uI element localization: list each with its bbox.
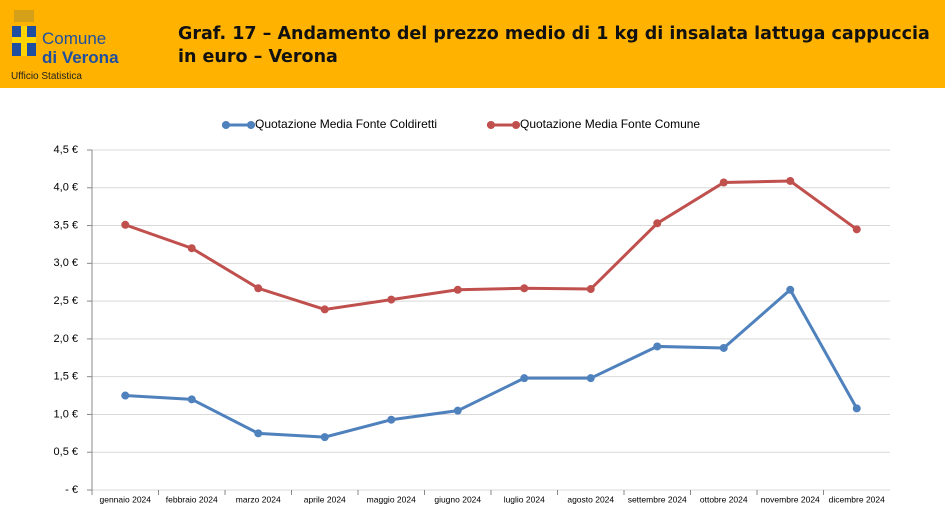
chart: - € 0,5 € 1,0 € 1,5 € 2,0 € 2,5 € 3,0 € 3,5 € 4,… xyxy=(54,117,890,504)
data-point xyxy=(786,176,795,185)
logo-text: Comune xyxy=(42,29,106,48)
series-line xyxy=(124,179,858,311)
data-point xyxy=(254,429,263,438)
x-tick-label: luglio 2024 xyxy=(504,494,545,504)
crown xyxy=(14,10,34,22)
y-tick-label: 4,5 € xyxy=(54,144,78,156)
y-tick-label: 3,5 € xyxy=(54,219,78,231)
x-tick-label: settembre 2024 xyxy=(628,494,687,504)
x-tick-label: maggio 2024 xyxy=(367,494,416,504)
x-tick-label: giugno 2024 xyxy=(434,494,481,504)
logo-subtext: Ufficio Statistica xyxy=(11,71,82,82)
data-point xyxy=(586,374,595,383)
x-tick-label: gennaio 2024 xyxy=(99,494,151,504)
data-point xyxy=(254,284,263,293)
header: Comune di Verona Ufficio Statistica Graf… xyxy=(0,0,945,88)
legend-label: Quotazione Media Fonte Comune xyxy=(520,117,700,131)
data-point xyxy=(852,225,861,234)
data-point xyxy=(187,244,196,253)
x-tick-label: ottobre 2024 xyxy=(700,494,748,504)
x-tick-label: dicembre 2024 xyxy=(829,494,886,504)
data-point xyxy=(320,305,329,314)
x-tick-label: aprile 2024 xyxy=(304,494,346,504)
data-point xyxy=(586,285,595,294)
y-tick-label: 1,5 € xyxy=(54,371,78,383)
data-point xyxy=(786,285,795,294)
legend-marker xyxy=(487,121,495,129)
data-point xyxy=(852,404,861,413)
y-tick-label: - € xyxy=(65,484,78,496)
series-line xyxy=(125,287,859,439)
data-point xyxy=(520,374,529,383)
y-tick-label: 1,0 € xyxy=(54,408,78,420)
logo: Comune di Verona Ufficio Statistica xyxy=(11,10,119,82)
legend-marker xyxy=(222,121,230,129)
y-tick-label: 3,0 € xyxy=(54,257,78,269)
data-point xyxy=(520,284,529,293)
data-point xyxy=(121,391,130,400)
cross-h xyxy=(12,37,36,43)
x-tick-label: novembre 2024 xyxy=(761,494,820,504)
legend-marker xyxy=(512,121,520,129)
data-point xyxy=(719,178,728,187)
data-point xyxy=(653,342,662,351)
y-tick-label: 2,0 € xyxy=(54,333,78,345)
data-point xyxy=(187,395,196,404)
x-tick-label: agosto 2024 xyxy=(567,494,614,504)
x-tick-label: febbraio 2024 xyxy=(166,494,218,504)
y-tick-label: 4,0 € xyxy=(54,182,78,194)
data-point xyxy=(453,406,462,415)
data-point xyxy=(653,219,662,228)
data-point xyxy=(387,295,396,304)
data-point xyxy=(121,220,130,229)
x-tick-label: marzo 2024 xyxy=(236,494,281,504)
y-tick-label: 0,5 € xyxy=(54,446,78,458)
logo-text: di Verona xyxy=(42,48,119,67)
legend-label: Quotazione Media Fonte Coldiretti xyxy=(255,117,437,131)
legend-marker xyxy=(247,121,255,129)
data-point xyxy=(719,343,728,352)
data-point xyxy=(320,433,329,442)
data-point xyxy=(387,415,396,424)
y-tick-label: 2,5 € xyxy=(54,295,78,307)
chart-title: Graf. 17 – Andamento del prezzo medio di… xyxy=(178,24,930,67)
data-point xyxy=(453,285,462,294)
